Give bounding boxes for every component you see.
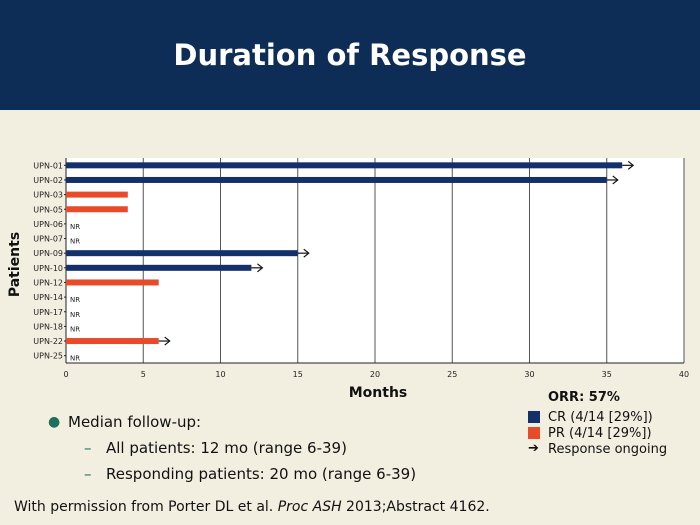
- y-tick-label: UPN-01: [33, 161, 63, 170]
- dash-icon: –: [84, 439, 92, 457]
- y-tick-label: UPN-03: [33, 191, 63, 200]
- sub-bullet-1: – All patients: 12 mo (range 6-39): [84, 436, 416, 460]
- nr-label: NR: [70, 223, 80, 231]
- legend-item-cr: CR (4/14 [29%]): [528, 409, 667, 425]
- y-tick-label: UPN-06: [33, 220, 63, 229]
- bullet-main-text: Median follow-up:: [68, 413, 202, 431]
- ongoing-arrow-icon: [627, 160, 635, 170]
- y-tick-label: UPN-05: [33, 205, 63, 214]
- bar: [66, 176, 607, 183]
- x-tick-label: 0: [63, 370, 68, 379]
- bar: [66, 191, 128, 198]
- y-tick-label: UPN-22: [33, 337, 63, 346]
- sub-bullet-2-text: Responding patients: 20 mo (range 6-39): [106, 465, 417, 483]
- bar: [66, 264, 252, 271]
- ongoing-arrow-icon: [303, 248, 310, 258]
- citation-suffix: 2013;Abstract 4162.: [341, 499, 490, 515]
- ongoing-arrow-icon: [257, 263, 264, 273]
- nr-label: NR: [70, 311, 80, 319]
- slide-header: Duration of Response: [0, 0, 700, 110]
- nr-label: NR: [70, 325, 80, 333]
- bullet-list: ● Median follow-up: – All patients: 12 m…: [48, 410, 416, 486]
- arrow-right-icon: ➔: [528, 441, 539, 456]
- x-tick-label: 5: [141, 370, 146, 379]
- x-axis-title: Months: [349, 385, 408, 401]
- x-tick-label: 40: [679, 370, 689, 379]
- bar: [66, 338, 159, 345]
- legend-item-pr: PR (4/14 [29%]): [528, 425, 667, 441]
- y-tick-label: UPN-12: [33, 278, 63, 287]
- y-axis-title: Patients: [7, 232, 23, 297]
- y-tick-label: UPN-14: [33, 293, 63, 302]
- bar: [66, 279, 159, 286]
- nr-label: NR: [70, 238, 80, 246]
- legend: ORR: 57% CR (4/14 [29%]) PR (4/14 [29%])…: [528, 390, 667, 457]
- legend-item-ongoing: ➔ Response ongoing: [528, 441, 667, 457]
- y-tick-label: UPN-10: [33, 264, 63, 273]
- bullet-dot-icon: ●: [48, 414, 61, 430]
- ongoing-arrow-icon: [612, 175, 619, 185]
- bullet-main: ● Median follow-up:: [48, 410, 416, 434]
- y-tick-label: UPN-07: [33, 235, 63, 244]
- ongoing-arrow-icon: [164, 336, 171, 346]
- y-tick-label: UPN-17: [33, 308, 63, 317]
- y-tick-label: UPN-09: [33, 249, 63, 258]
- bar: [66, 162, 623, 169]
- nr-label: NR: [70, 355, 80, 363]
- y-tick-label: UPN-18: [33, 322, 63, 331]
- x-tick-label: 35: [602, 370, 612, 379]
- citation-prefix: With permission from Porter DL et al.: [14, 499, 278, 515]
- sub-bullet-2: – Responding patients: 20 mo (range 6-39…: [84, 462, 416, 486]
- x-tick-label: 10: [215, 370, 225, 379]
- x-tick-label: 20: [370, 370, 380, 379]
- x-tick-label: 30: [524, 370, 534, 379]
- citation-journal: Proc ASH: [277, 499, 342, 515]
- y-tick-label: UPN-02: [33, 176, 63, 185]
- nr-label: NR: [70, 296, 80, 304]
- legend-ongoing-label: Response ongoing: [548, 441, 668, 457]
- bar: [66, 250, 298, 257]
- sub-bullet-1-text: All patients: 12 mo (range 6-39): [106, 439, 347, 457]
- legend-title: ORR: 57%: [548, 390, 620, 405]
- cr-swatch: [528, 411, 540, 423]
- dash-icon: –: [84, 465, 92, 483]
- legend-cr-label: CR (4/14 [29%]): [548, 409, 653, 425]
- x-tick-label: 25: [447, 370, 457, 379]
- pr-swatch: [528, 427, 540, 439]
- y-tick-label: UPN-25: [33, 352, 63, 361]
- x-tick-label: 15: [293, 370, 303, 379]
- legend-pr-label: PR (4/14 [29%]): [548, 425, 652, 441]
- citation: With permission from Porter DL et al. Pr…: [14, 499, 490, 515]
- slide-title: Duration of Response: [173, 38, 527, 72]
- bar: [66, 206, 128, 213]
